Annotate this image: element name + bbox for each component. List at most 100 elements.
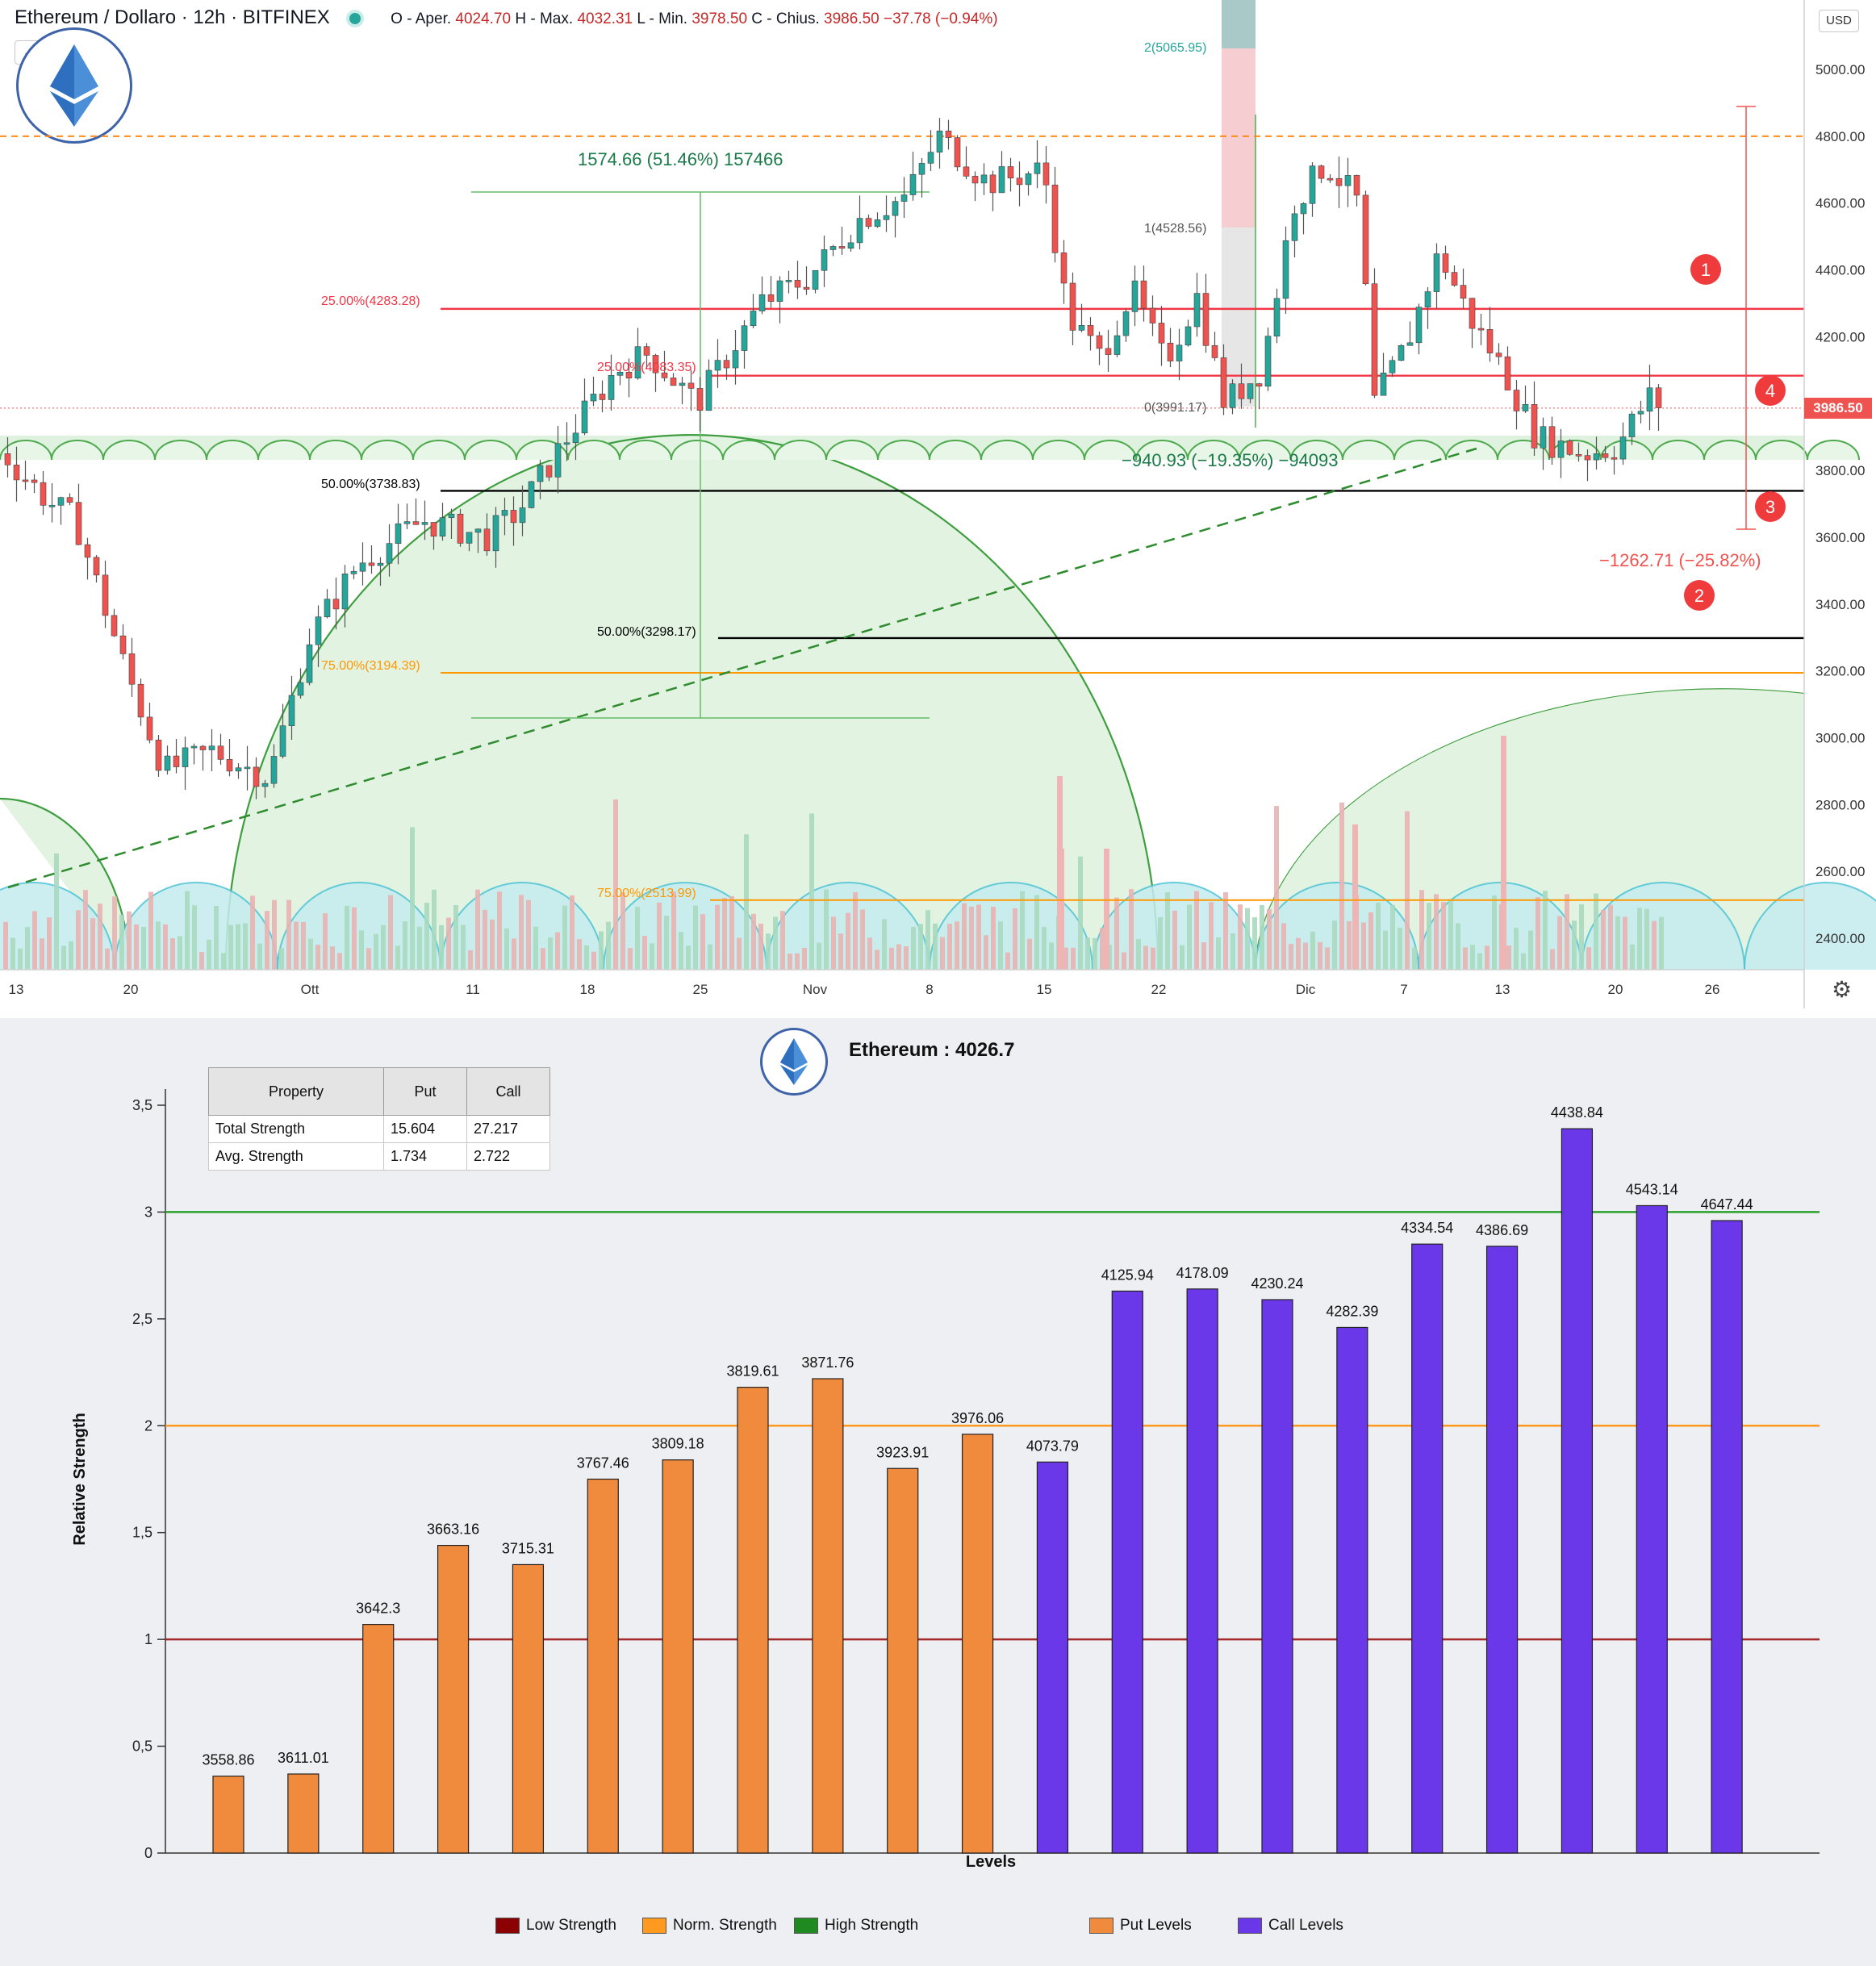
volume-bar (1572, 920, 1577, 970)
candle-body (217, 745, 224, 760)
volume-bar (1151, 947, 1155, 970)
bar-put (737, 1387, 769, 1854)
candle-body (430, 522, 437, 537)
candle-body (732, 350, 739, 369)
candle-body (1433, 253, 1440, 292)
close-value: 3986.50 (824, 10, 880, 27)
volume-bar (1361, 922, 1366, 970)
scallop-arc (1032, 440, 1085, 461)
volume-bar (657, 902, 662, 970)
volume-bar (141, 927, 146, 970)
volume-bar (1586, 947, 1591, 970)
volume-bar (1332, 920, 1337, 970)
y-tick-label: 2 (144, 1417, 153, 1434)
y-tick-label: 4800.00 (1815, 129, 1865, 144)
symbol-label[interactable]: Ethereum / Dollaro · 12h · BITFINEX (15, 6, 330, 28)
volume-bar (424, 903, 429, 970)
candle-body (1548, 426, 1556, 458)
volume-bar (512, 938, 516, 970)
marker-circle (1755, 491, 1786, 522)
candle-body (723, 360, 730, 369)
volume-bar (584, 945, 589, 970)
volume-bar (925, 910, 930, 970)
volume-bar (802, 947, 807, 970)
volume-bar (1594, 893, 1598, 970)
volume-bar (1550, 949, 1555, 970)
candle-body (1140, 280, 1147, 309)
volume-bar (606, 921, 611, 970)
bar-value-label: 3715.31 (502, 1540, 554, 1556)
volume-bar (446, 917, 451, 970)
candle-body (13, 465, 20, 481)
volume-bar (1059, 849, 1064, 970)
candle-body (235, 767, 242, 772)
volume-bar (1492, 895, 1497, 970)
candle-body (847, 242, 854, 249)
volume-bar (708, 944, 712, 970)
volume-bar (519, 895, 524, 970)
candle-body (554, 443, 562, 478)
candle-body (137, 683, 144, 718)
volume-bar (824, 889, 829, 970)
volume-bar (533, 926, 538, 970)
volume-bar (838, 933, 843, 970)
candle-body (1202, 293, 1210, 346)
volume-bar (1637, 908, 1642, 970)
candle-body (1460, 285, 1467, 298)
y-tick-label: 4400.00 (1815, 263, 1865, 278)
candle-body (164, 755, 171, 771)
volume-bar (83, 890, 88, 970)
volume-bar (715, 904, 720, 970)
volume-bar (650, 943, 654, 970)
volume-bar (61, 945, 66, 970)
volume-bar (1260, 904, 1264, 970)
candle-body (1193, 293, 1201, 328)
bar-value-label: 3767.46 (577, 1455, 629, 1471)
volume-bar (1165, 892, 1170, 970)
volume-bar (1172, 910, 1177, 970)
candle-body (1131, 280, 1139, 312)
volume-bar (1427, 903, 1431, 970)
volume-bar (47, 917, 52, 970)
table-cell: 2.722 (466, 1142, 550, 1171)
y-tick-label: 0 (144, 1845, 153, 1861)
volume-bar (1565, 894, 1569, 970)
candle-body (1584, 455, 1591, 461)
position-stop-label: 0(3991.17) (1144, 401, 1206, 415)
fib-25-mid-label: 25.00%(4083.35) (597, 361, 696, 374)
currency-selector[interactable]: USD (1819, 10, 1859, 32)
volume-bar (933, 923, 938, 970)
candle-body (661, 372, 668, 378)
scallop-arc (929, 440, 982, 461)
volume-bar (1114, 897, 1119, 970)
y-tick-label: 3600.00 (1815, 530, 1865, 545)
legend-call-levels: Call Levels (1238, 1917, 1343, 1935)
position-target-zone (1222, 0, 1256, 48)
candle-body (483, 528, 491, 552)
position-risk-zone (1222, 227, 1256, 407)
volume-bar (1412, 947, 1417, 970)
candle-body (945, 131, 952, 138)
candle-body (4, 453, 11, 465)
scallop-arc (206, 440, 259, 461)
price-chart-panel: Ethereum / Dollaro · 12h · BITFINEX O - … (0, 0, 1876, 1008)
volume-bar (178, 936, 182, 970)
volume-bar (468, 950, 473, 970)
table-header-cell: Property (208, 1067, 384, 1116)
position-entry-label: 1(4528.56) (1144, 222, 1206, 236)
gear-icon[interactable]: ⚙ (1832, 977, 1853, 1002)
volume-bar (1608, 904, 1613, 970)
scallop-arc (722, 440, 775, 461)
volume-bar (359, 930, 364, 970)
candlestick-canvas[interactable]: 1574.66 (51.46%) 157466 −940.93 (−19.35%)… (0, 0, 1876, 1008)
volume-bar (635, 907, 640, 970)
scallop-arc (0, 440, 52, 461)
volume-bar (1216, 937, 1221, 970)
candle-body (750, 311, 757, 327)
volume-bar (453, 904, 458, 970)
candle-body (75, 502, 82, 545)
candle-body (350, 570, 357, 574)
y-tick-label: 2,5 (132, 1311, 153, 1327)
volume-bar (1034, 895, 1039, 970)
volume-bar (620, 892, 625, 970)
